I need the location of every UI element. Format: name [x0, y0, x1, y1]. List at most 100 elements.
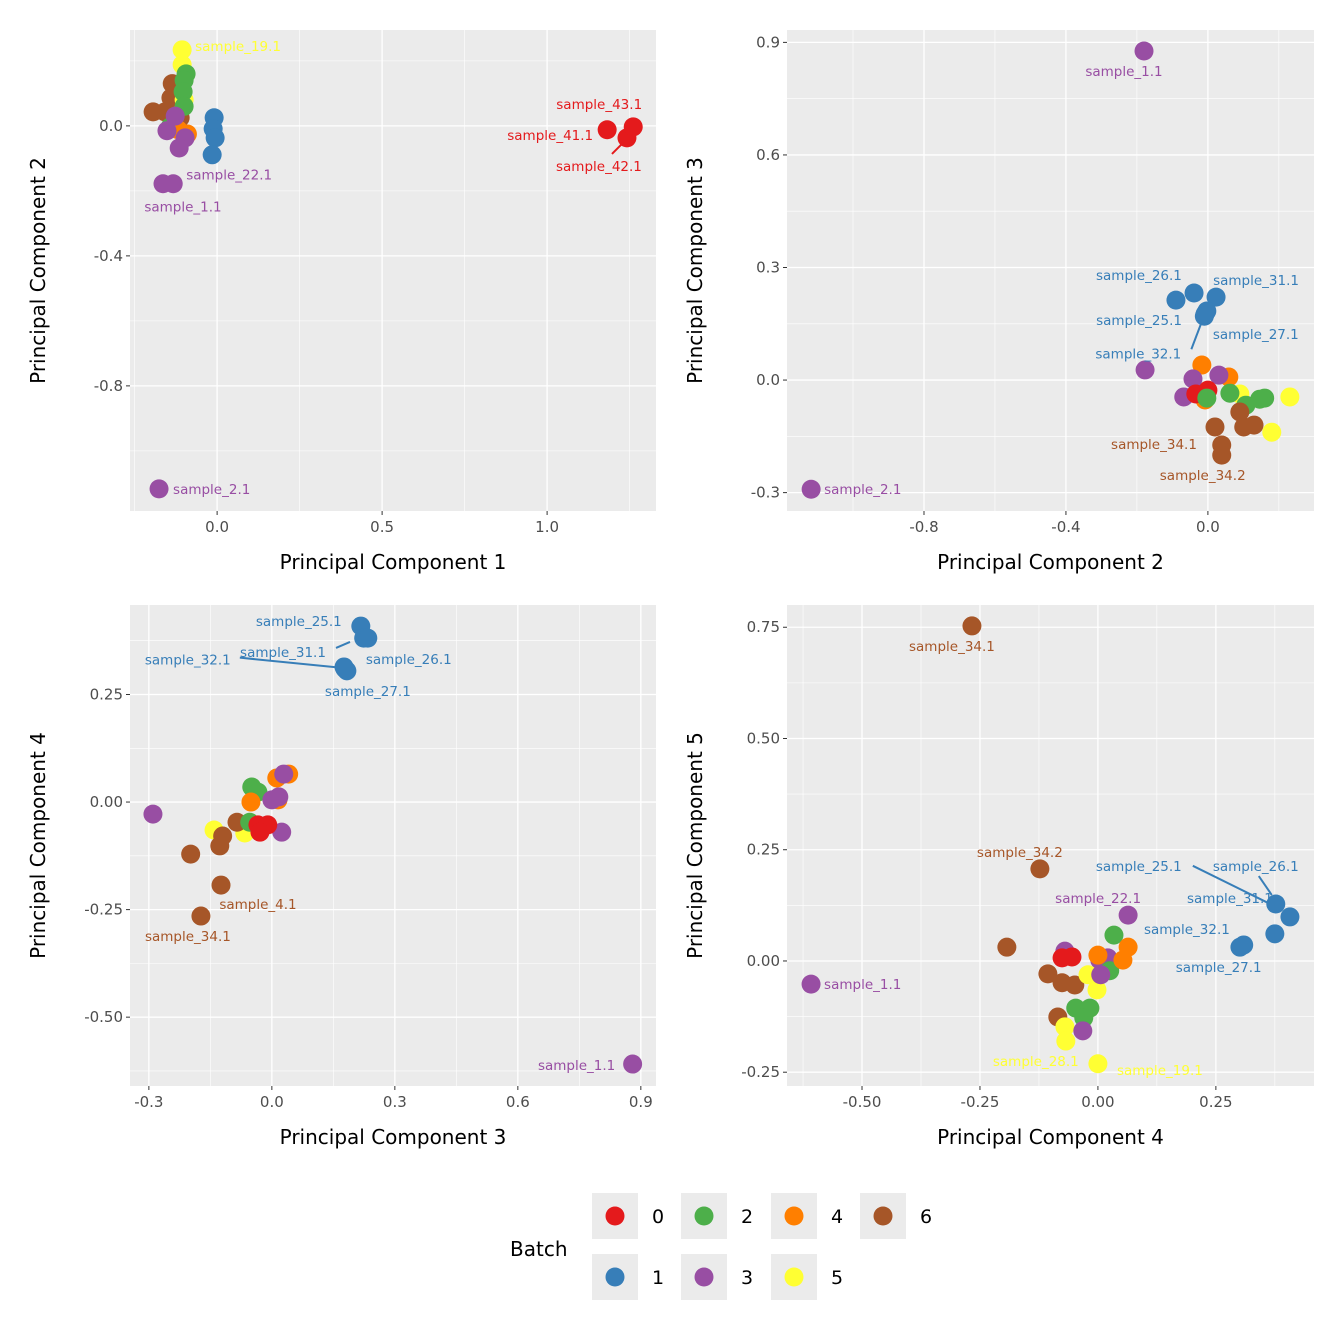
- point-batch-6: [1212, 445, 1232, 465]
- x-tick-label: 0.3: [383, 1093, 407, 1111]
- x-tick-label: 0.0: [260, 1093, 284, 1111]
- point-label: sample_27.1: [325, 684, 411, 700]
- point-label: sample_43.1: [556, 97, 642, 113]
- y-tick-label: -0.25: [741, 1063, 780, 1081]
- point-label: sample_26.1: [1096, 268, 1182, 284]
- point-label: sample_1.1: [538, 1058, 615, 1074]
- x-axis-title: Principal Component 2: [937, 550, 1164, 574]
- point-label: sample_32.1: [145, 653, 231, 669]
- point-batch-4: [1192, 355, 1212, 375]
- legend-item-0: 0: [592, 1193, 664, 1239]
- point-label: sample_31.1: [1213, 273, 1299, 289]
- point-batch-3: [1135, 360, 1155, 380]
- panel-4: -0.50 -0.25 0.00 0.25 0.75 0.50 0.25 0.00 -0.25 P…: [683, 605, 1314, 1149]
- legend-label: 0: [652, 1206, 664, 1228]
- point-label: sample_1.1: [824, 977, 901, 993]
- point-batch-3: [801, 974, 821, 994]
- legend-item-3: 3: [681, 1254, 753, 1300]
- y-tick-label: 0.6: [756, 146, 780, 164]
- legend-label: 1: [652, 1267, 664, 1289]
- y-tick-label: -0.50: [84, 1008, 123, 1026]
- point-label: sample_2.1: [173, 482, 250, 498]
- point-label: sample_41.1: [507, 128, 593, 144]
- point-batch-1: [1184, 283, 1204, 303]
- point-batch-6: [181, 844, 201, 864]
- x-axis-title: Principal Component 4: [937, 1125, 1164, 1149]
- x-tick-label: -0.4: [1051, 518, 1080, 536]
- y-tick-label: -0.25: [84, 901, 123, 919]
- legend-label: 3: [741, 1267, 753, 1289]
- label-connector: [611, 140, 626, 155]
- point-batch-6: [1244, 415, 1264, 435]
- point-label: sample_25.1: [1096, 313, 1182, 329]
- x-tick-label: 1.0: [535, 518, 559, 536]
- point-label: sample_34.1: [1111, 437, 1197, 453]
- x-axis-title: Principal Component 3: [280, 1125, 507, 1149]
- point-batch-5: [172, 40, 192, 60]
- point-label: sample_32.1: [1095, 346, 1181, 362]
- point-batch-3: [274, 764, 294, 784]
- point-label: sample_22.1: [1055, 891, 1141, 907]
- point-batch-2: [1255, 388, 1275, 408]
- point-batch-1: [358, 628, 378, 648]
- point-batch-5: [1087, 980, 1107, 1000]
- point-batch-1: [1234, 935, 1254, 955]
- point-label: sample_26.1: [1213, 859, 1299, 875]
- point-batch-3: [1134, 41, 1154, 61]
- point-batch-3: [149, 479, 169, 499]
- point-label: sample_34.2: [977, 845, 1063, 861]
- label-connector: [335, 641, 351, 649]
- legend-swatch: [605, 1267, 625, 1287]
- point-batch-6: [997, 937, 1017, 957]
- point-label: sample_42.1: [556, 159, 642, 175]
- point-batch-0: [597, 120, 617, 140]
- point-batch-3: [165, 106, 185, 126]
- point-label: sample_34.2: [1160, 468, 1246, 484]
- point-batch-1: [1166, 290, 1186, 310]
- point-batch-6: [211, 875, 231, 895]
- x-tick-label: 0.0: [1196, 518, 1220, 536]
- point-batch-3: [1118, 905, 1138, 925]
- y-tick-label: 0.3: [756, 258, 780, 276]
- y-tick-label: 0.0: [756, 371, 780, 389]
- y-axis-title: Principal Component 3: [683, 157, 707, 384]
- point-label: sample_27.1: [1176, 960, 1262, 976]
- point-batch-3: [143, 804, 163, 824]
- legend-title: Batch: [510, 1237, 568, 1261]
- x-tick-label: 0.25: [1199, 1093, 1232, 1111]
- x-tick-label: -0.8: [909, 518, 938, 536]
- legend-label: 4: [831, 1206, 843, 1228]
- point-batch-5: [1056, 1031, 1076, 1051]
- x-axis-title: Principal Component 1: [280, 550, 507, 574]
- x-tick-label: 0.5: [370, 518, 394, 536]
- point-label: sample_1.1: [144, 200, 221, 216]
- point-batch-6: [1065, 975, 1085, 995]
- point-label: sample_4.1: [219, 897, 296, 913]
- y-tick-label: 0.25: [90, 685, 123, 703]
- legend-item-4: 4: [771, 1193, 843, 1239]
- legend-swatch: [605, 1206, 625, 1226]
- panel-1: 0.0 0.5 1.0 0.0 -0.4 -0.8 Principal Component …: [26, 30, 656, 574]
- point-batch-1: [202, 145, 222, 165]
- y-tick-label: -0.3: [751, 484, 780, 502]
- point-batch-1: [205, 128, 225, 148]
- point-batch-3: [169, 138, 189, 158]
- y-axis-title: Principal Component 5: [683, 732, 707, 959]
- x-tick-label: 0.6: [506, 1093, 530, 1111]
- legend-swatch: [784, 1206, 804, 1226]
- x-tick-label: -0.50: [843, 1093, 882, 1111]
- point-batch-3: [163, 174, 183, 194]
- point-label: sample_19.1: [195, 39, 281, 55]
- panel-3: -0.3 0.0 0.3 0.6 0.9 0.25 0.00 -0.25 -0.50 Princi…: [26, 605, 656, 1149]
- point-batch-1: [1206, 287, 1226, 307]
- y-tick-label: 0.9: [756, 33, 780, 51]
- point-label: sample_2.1: [824, 482, 901, 498]
- point-batch-3: [801, 479, 821, 499]
- label-connector: [1192, 864, 1269, 904]
- legend-label: 6: [920, 1206, 932, 1228]
- point-batch-5: [1055, 1017, 1075, 1037]
- point-batch-3: [1183, 369, 1203, 389]
- point-batch-0: [250, 822, 270, 842]
- plot-background: [787, 605, 1314, 1086]
